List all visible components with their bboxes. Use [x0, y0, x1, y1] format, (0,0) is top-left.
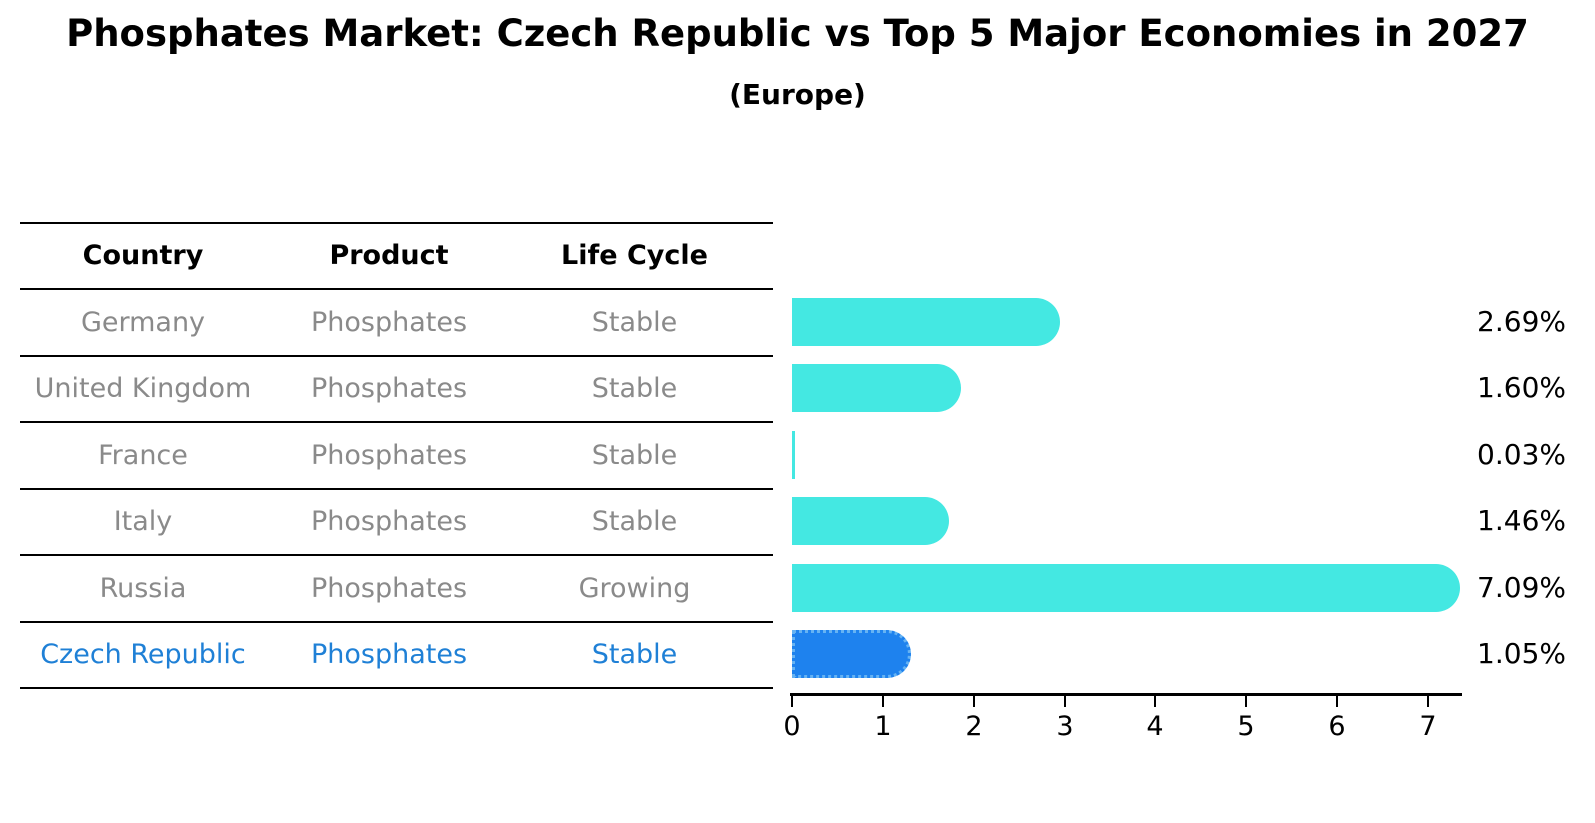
table-row-france: France Phosphates Stable — [20, 422, 757, 488]
x-axis-tick-label: 3 — [1056, 711, 1074, 742]
cell-product: Phosphates — [310, 638, 468, 670]
value-label: 2.69% — [1477, 305, 1566, 338]
value-label: 1.60% — [1477, 371, 1566, 404]
x-axis-tick — [973, 694, 975, 707]
cell-life-cycle: Stable — [591, 505, 678, 537]
x-axis-tick-label: 5 — [1237, 711, 1255, 742]
x-axis-tick-label: 6 — [1328, 711, 1346, 742]
table-divider — [20, 554, 773, 556]
column-header-country: Country — [82, 239, 204, 271]
table-divider — [20, 421, 773, 423]
x-axis-tick-label: 7 — [1419, 711, 1437, 742]
value-label: 1.46% — [1477, 504, 1566, 537]
value-label: 7.09% — [1477, 571, 1566, 604]
x-axis-tick-label: 2 — [965, 711, 983, 742]
table-divider — [20, 222, 773, 224]
column-header-life-cycle: Life Cycle — [561, 239, 708, 271]
cell-product: Phosphates — [310, 306, 468, 338]
cell-country: Russia — [99, 572, 187, 604]
table-header-row: Country Product Life Cycle — [20, 222, 757, 288]
cell-life-cycle: Growing — [578, 572, 691, 604]
table-divider — [20, 687, 773, 689]
column-header-product: Product — [329, 239, 449, 271]
x-axis-tick — [1064, 694, 1066, 707]
cell-product: Phosphates — [310, 505, 468, 537]
cell-country: France — [98, 439, 188, 471]
value-label: 1.05% — [1477, 637, 1566, 670]
chart-subtitle: (Europe) — [729, 78, 866, 111]
cell-product: Phosphates — [310, 439, 468, 471]
chart-title: Phosphates Market: Czech Republic vs Top… — [66, 12, 1529, 55]
bar-italy — [792, 497, 949, 545]
x-axis-tick — [1336, 694, 1338, 707]
bar-russia — [792, 564, 1460, 612]
x-axis-tick-label: 4 — [1146, 711, 1164, 742]
x-axis-line — [790, 693, 1462, 696]
x-axis-tick — [1427, 694, 1429, 707]
table-row-italy: Italy Phosphates Stable — [20, 488, 757, 554]
table-divider — [20, 355, 773, 357]
x-axis-tick — [1154, 694, 1156, 707]
cell-country: Germany — [80, 306, 206, 338]
cell-life-cycle: Stable — [591, 638, 678, 670]
cell-life-cycle: Stable — [591, 306, 678, 338]
x-axis-tick — [791, 694, 793, 707]
cell-product: Phosphates — [310, 372, 468, 404]
table-divider — [20, 621, 773, 623]
bar-united-kingdom — [792, 364, 961, 412]
cell-country: Czech Republic — [40, 638, 246, 670]
table-row-united-kingdom: United Kingdom Phosphates Stable — [20, 355, 757, 421]
cell-country: Italy — [113, 505, 173, 537]
x-axis-tick-label: 0 — [783, 711, 801, 742]
bar-czech-republic — [792, 630, 911, 678]
cell-product: Phosphates — [310, 572, 468, 604]
value-label: 0.03% — [1477, 438, 1566, 471]
cell-life-cycle: Stable — [591, 439, 678, 471]
x-axis-tick-label: 1 — [874, 711, 892, 742]
table-row-czech-republic: Czech Republic Phosphates Stable — [20, 621, 757, 687]
x-axis-tick — [1245, 694, 1247, 707]
cell-life-cycle: Stable — [591, 372, 678, 404]
table-row-germany: Germany Phosphates Stable — [20, 289, 757, 355]
bar-germany — [792, 298, 1060, 346]
table-row-russia: Russia Phosphates Growing — [20, 555, 757, 621]
table-divider — [20, 288, 773, 290]
x-axis-tick — [882, 694, 884, 707]
bar-france — [792, 431, 795, 479]
table-divider — [20, 488, 773, 490]
cell-country: United Kingdom — [34, 372, 252, 404]
